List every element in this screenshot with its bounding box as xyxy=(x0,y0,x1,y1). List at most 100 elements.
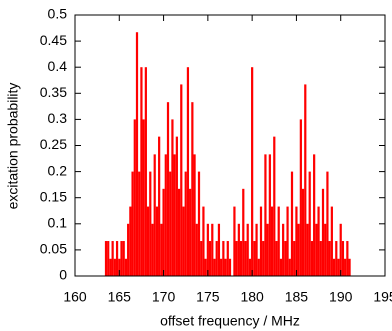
y-tick-label: 0.4 xyxy=(48,58,68,74)
bar xyxy=(262,241,265,276)
y-tick-label: 0.1 xyxy=(48,215,68,231)
bar xyxy=(237,223,240,276)
bar xyxy=(235,241,238,276)
y-tick-label: 0.35 xyxy=(40,84,67,100)
y-tick-label: 0.25 xyxy=(40,136,67,152)
bar xyxy=(346,241,349,276)
bar xyxy=(158,136,161,276)
bar xyxy=(120,241,123,276)
bar xyxy=(127,223,130,276)
x-tick-label: 165 xyxy=(108,289,132,305)
y-tick-label: 0.3 xyxy=(48,110,68,126)
bar xyxy=(228,258,232,276)
bar xyxy=(162,188,165,276)
bar xyxy=(180,84,183,277)
bar xyxy=(202,206,205,276)
bar xyxy=(138,171,141,276)
bar xyxy=(242,188,245,276)
bar xyxy=(129,206,132,276)
bar xyxy=(133,119,136,277)
bar xyxy=(135,32,139,277)
bar xyxy=(171,119,174,277)
bar xyxy=(142,119,145,277)
x-tick-label: 170 xyxy=(152,289,176,305)
bar xyxy=(321,188,325,276)
bar xyxy=(182,206,185,276)
x-tick-label: 190 xyxy=(329,289,353,305)
bar xyxy=(284,241,287,276)
bar xyxy=(124,258,128,276)
bar xyxy=(184,171,187,276)
bar xyxy=(335,241,338,276)
bar xyxy=(144,67,147,276)
bar xyxy=(288,258,291,276)
bar xyxy=(195,223,198,276)
bar xyxy=(160,223,163,276)
bar xyxy=(208,241,212,276)
bar xyxy=(122,241,125,276)
bar xyxy=(326,171,329,276)
bar xyxy=(332,258,336,276)
bar xyxy=(251,67,254,276)
bar xyxy=(191,102,194,276)
bar xyxy=(131,171,134,276)
bar xyxy=(297,223,300,276)
bar xyxy=(295,206,298,276)
bar xyxy=(186,67,190,276)
bar xyxy=(286,206,289,276)
x-tick-label: 195 xyxy=(373,289,392,305)
bar xyxy=(270,206,274,276)
bar xyxy=(328,241,331,276)
bar xyxy=(308,171,311,276)
bar xyxy=(226,241,229,276)
bar xyxy=(213,258,216,276)
y-tick-label: 0.2 xyxy=(48,162,68,178)
y-tick-label: 0.45 xyxy=(40,32,67,48)
bar xyxy=(173,154,176,276)
bar xyxy=(107,241,110,276)
x-tick-label: 160 xyxy=(63,289,87,305)
bar xyxy=(166,102,170,276)
bar xyxy=(344,258,347,276)
bar xyxy=(113,258,116,276)
bar xyxy=(149,171,152,276)
bar xyxy=(268,154,271,276)
bar xyxy=(155,206,159,276)
bar xyxy=(146,206,150,276)
bar xyxy=(224,258,227,276)
bar xyxy=(215,241,218,276)
bar xyxy=(220,258,223,276)
bar xyxy=(266,223,269,276)
bar xyxy=(282,223,285,276)
bar xyxy=(299,119,302,277)
x-axis-label: offset frequency / MHz xyxy=(160,313,300,329)
y-tick-label: 0.15 xyxy=(40,188,67,204)
bar xyxy=(264,154,267,276)
bar xyxy=(193,154,196,276)
bar xyxy=(319,241,322,276)
bar xyxy=(206,223,209,276)
bar xyxy=(109,258,112,276)
x-tick-label: 180 xyxy=(240,289,264,305)
bar xyxy=(118,258,121,276)
bar xyxy=(177,188,181,276)
bar xyxy=(239,241,243,276)
bar xyxy=(275,241,278,276)
bar xyxy=(293,241,296,276)
bar xyxy=(277,206,280,276)
bar xyxy=(111,241,114,276)
bar xyxy=(348,258,351,276)
bar xyxy=(200,241,203,276)
bar xyxy=(273,136,276,276)
y-axis-label: excitation probability xyxy=(5,83,21,210)
bar xyxy=(315,223,318,276)
x-tick-label: 185 xyxy=(285,289,309,305)
bar xyxy=(339,223,342,276)
bar xyxy=(255,223,258,276)
bar xyxy=(259,206,263,276)
bar xyxy=(169,171,172,276)
bar xyxy=(115,241,119,276)
y-tick-label: 0.5 xyxy=(48,6,68,22)
bar xyxy=(164,154,167,276)
